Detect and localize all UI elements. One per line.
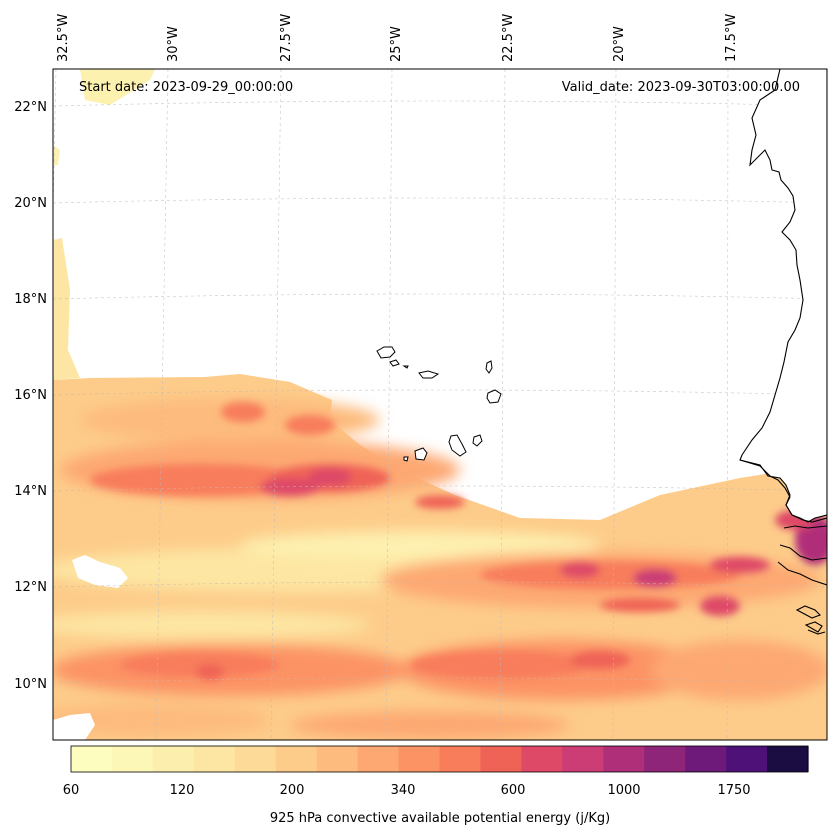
lon-label-25w: 25°W: [389, 26, 404, 62]
colorbar-swatch: [726, 746, 768, 772]
island-fogo: [414, 447, 428, 461]
cb-tick-60: 60: [63, 783, 80, 798]
colorbar-swatch: [685, 746, 727, 772]
map-plot-area: [53, 69, 827, 740]
cape-verde-islands: [376, 346, 502, 462]
cb-tick-1000: 1000: [607, 783, 640, 798]
colorbar-swatch: [439, 746, 482, 772]
colorbar-swatch: [644, 746, 686, 772]
lon-label-17-5w: 17.5°W: [724, 14, 739, 62]
lat-label-10n: 10°N: [14, 677, 47, 692]
colorbar-swatch: [152, 746, 195, 772]
colorbar-swatch: [275, 746, 318, 772]
cape-core-8: [480, 561, 740, 589]
cape-core-17: [196, 664, 224, 680]
lon-label-32-5w: 32.5°W: [56, 14, 71, 62]
island-santo-antao: [376, 346, 396, 359]
colorbar-frame: [70, 745, 809, 773]
longitude-labels: 32.5°W 30°W 27.5°W 25°W 22.5°W 20°W 17.5…: [56, 14, 739, 62]
cape-core-11: [700, 596, 740, 616]
island-brava: [403, 456, 409, 462]
cape-core-6: [285, 415, 335, 435]
colorbar-swatch: [71, 746, 113, 772]
cape-band-light-2: [240, 531, 600, 559]
cape-band-mid-8: [290, 711, 570, 739]
colorbar-swatch: [316, 746, 359, 772]
colorbar-swatch: [521, 746, 563, 772]
cape-core-5: [221, 402, 265, 422]
cape-core-4: [308, 468, 352, 486]
lat-label-16n: 16°N: [14, 388, 47, 403]
no-data-patch-1: [72, 555, 128, 588]
lon-label-27-5w: 27.5°W: [279, 14, 294, 62]
island-boa-vista: [486, 389, 502, 404]
latitude-labels: 22°N 20°N 18°N 16°N 14°N 12°N 10°N: [14, 100, 47, 692]
west-africa-coast-detail: [739, 459, 827, 635]
colorbar-label: 925 hPa convective available potential e…: [270, 811, 610, 826]
island-sao-nicolau: [418, 370, 440, 379]
colorbar-swatch: [562, 746, 604, 772]
colorbar-swatches: [71, 746, 809, 772]
cb-tick-340: 340: [391, 783, 416, 798]
colorbar-swatch: [480, 746, 522, 772]
colorbar-swatch: [193, 746, 236, 772]
lat-label-18n: 18°N: [14, 292, 47, 307]
island-sal: [485, 360, 493, 374]
colorbar-swatch: [357, 746, 400, 772]
no-data-patch-2: [53, 713, 95, 740]
cape-nw-patch: [53, 145, 60, 165]
map-frame: [52, 68, 828, 741]
lon-label-20w: 20°W: [612, 26, 627, 62]
island-santa-luzia: [402, 365, 409, 369]
island-maio: [472, 434, 483, 447]
cape-core-10: [560, 562, 600, 578]
colorbar-swatch: [111, 746, 154, 772]
colorbar-swatch: [234, 746, 277, 772]
lat-label-20n: 20°N: [14, 196, 47, 211]
cape-west-strip: [53, 238, 80, 380]
cape-core-1: [90, 464, 310, 496]
colorbar-ticks: 60 120 200 340 600 1000 1750: [63, 783, 751, 798]
cape-core-18: [570, 651, 630, 669]
colorbar: 60 120 200 340 600 1000 1750 925 hPa con…: [63, 745, 809, 826]
cb-tick-1750: 1750: [717, 783, 750, 798]
valid-date-label: Valid_date: 2023-09-30T03:00:00.00: [562, 80, 800, 95]
cape-core-7: [415, 495, 465, 509]
lon-label-22-5w: 22.5°W: [501, 14, 516, 62]
lat-label-14n: 14°N: [14, 484, 47, 499]
cape-field: [53, 69, 827, 740]
island-santiago: [448, 434, 467, 457]
island-sao-vicente: [389, 359, 400, 367]
cape-band-light-3: [53, 611, 370, 639]
lat-label-12n: 12°N: [14, 580, 47, 595]
cape-band-mid-7: [53, 704, 270, 736]
colorbar-swatch: [603, 746, 645, 772]
cape-core-15: [410, 651, 590, 679]
cape-core-9: [633, 569, 677, 587]
cape-core-19: [600, 598, 680, 612]
start-date-label: Start date: 2023-09-29_00:00:00: [79, 80, 293, 95]
colorbar-swatch: [398, 746, 441, 772]
colorbar-swatch: [767, 746, 809, 772]
lon-label-30w: 30°W: [166, 26, 181, 62]
cape-north-patch: [80, 69, 155, 105]
cape-core-12: [710, 557, 770, 573]
cb-tick-600: 600: [501, 783, 526, 798]
cb-tick-120: 120: [170, 783, 195, 798]
graticule: [53, 69, 827, 740]
cb-tick-200: 200: [280, 783, 305, 798]
cape-band-mid-6: [650, 640, 827, 700]
lat-label-22n: 22°N: [14, 100, 47, 115]
cape-core-16: [120, 653, 280, 677]
